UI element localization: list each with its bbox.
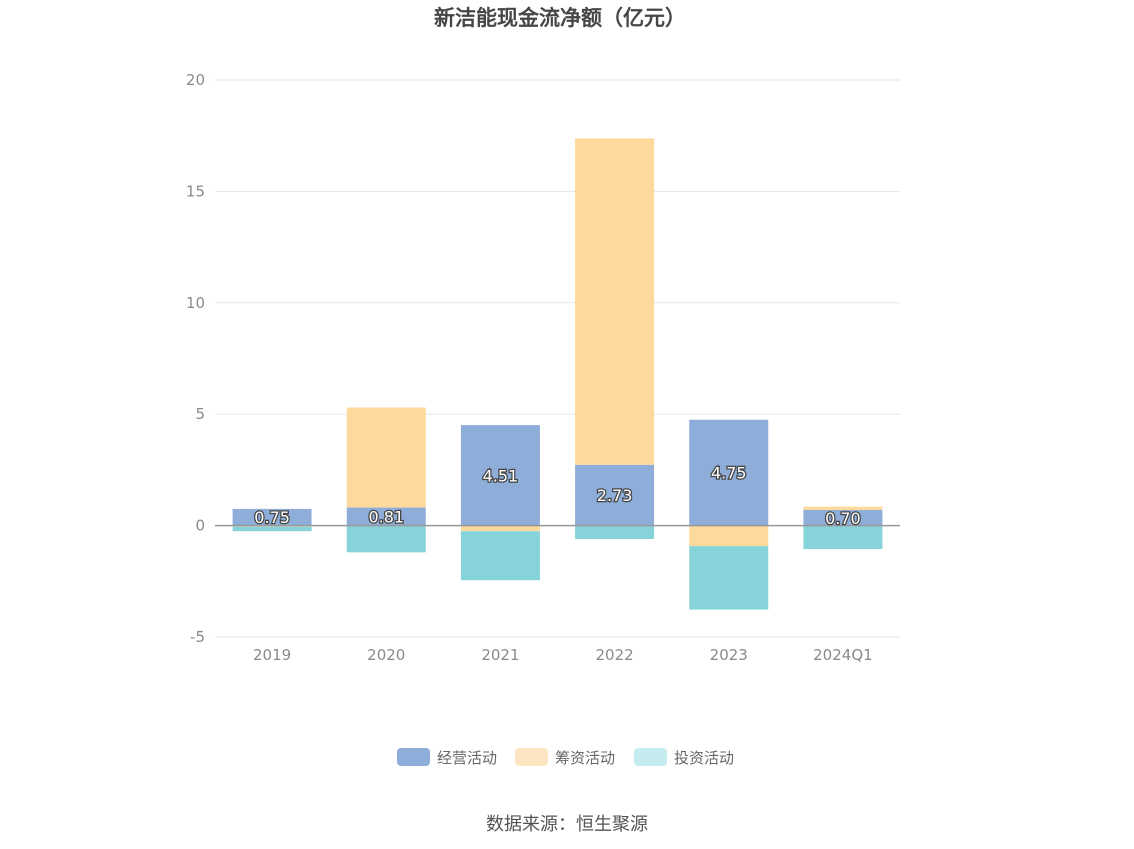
y-tick-label: 5 xyxy=(195,405,205,423)
legend-item[interactable]: 经营活动 xyxy=(397,748,497,767)
data-label: 0.81 xyxy=(368,508,404,527)
bar-投资活动-2021[interactable] xyxy=(460,531,540,581)
source-text: 数据来源：恒生聚源 xyxy=(486,814,648,835)
bar-投资活动-2020[interactable] xyxy=(346,525,426,553)
x-tick-label: 2024Q1 xyxy=(813,646,873,664)
bar-经营活动-2020[interactable] xyxy=(346,507,426,526)
bars xyxy=(232,138,883,610)
x-tick-label: 2020 xyxy=(367,646,405,664)
y-tick-label: 10 xyxy=(186,294,205,312)
data-label: 4.75 xyxy=(711,464,747,483)
y-tick-label: 15 xyxy=(186,182,205,200)
chart-title: 新洁能现金流净额（亿元） xyxy=(434,6,686,30)
legend-swatch xyxy=(397,748,430,766)
legend-item[interactable]: 投资活动 xyxy=(634,748,734,767)
bar-投资活动-2022[interactable] xyxy=(575,525,655,539)
y-tick-label: 0 xyxy=(195,517,205,535)
legend-label: 经营活动 xyxy=(437,749,497,767)
legend-label: 投资活动 xyxy=(674,749,734,767)
bar-经营活动-2019[interactable] xyxy=(232,508,312,526)
data-label: 4.51 xyxy=(483,466,519,485)
data-labels: 0.75 0.81 4.51 2.73 4.75 0.70 xyxy=(253,462,862,529)
y-tick-label: 20 xyxy=(186,71,205,89)
bar-筹资活动-2022[interactable] xyxy=(575,138,655,465)
data-label: 0.70 xyxy=(825,509,861,528)
bar-筹资活动-2020[interactable] xyxy=(346,407,426,508)
legend-swatch xyxy=(634,748,667,766)
legend[interactable]: 经营活动 筹资活动 投资活动 xyxy=(397,748,734,767)
bar-筹资活动-2023[interactable] xyxy=(689,525,769,547)
y-tick-label: -5 xyxy=(190,628,205,646)
x-tick-label: 2022 xyxy=(595,646,633,664)
data-label: 2.73 xyxy=(597,486,633,505)
bar-经营活动-2022[interactable] xyxy=(575,464,655,526)
bar-经营活动-2023[interactable] xyxy=(689,419,769,526)
x-tick-label: 2023 xyxy=(710,646,748,664)
x-axis: 2019 2020 2021 2022 2023 2024Q1 xyxy=(215,636,900,664)
y-axis: -5 0 5 10 15 20 xyxy=(186,71,205,646)
legend-item[interactable]: 筹资活动 xyxy=(515,748,615,767)
legend-swatch xyxy=(515,748,548,766)
bar-投资活动-2024Q1[interactable] xyxy=(803,525,883,549)
bar-筹资活动-2024Q1[interactable] xyxy=(803,506,883,511)
x-tick-label: 2021 xyxy=(481,646,519,664)
bar-经营活动-2021[interactable] xyxy=(460,425,540,526)
bar-经营活动-2024Q1[interactable] xyxy=(803,510,883,526)
bar-投资活动-2023[interactable] xyxy=(689,546,769,610)
data-label: 0.75 xyxy=(254,508,290,527)
bar-筹资活动-2021[interactable] xyxy=(460,525,540,532)
legend-label: 筹资活动 xyxy=(555,749,615,767)
grid-lines xyxy=(215,79,900,638)
bar-投资活动-2019[interactable] xyxy=(232,526,312,532)
x-tick-label: 2019 xyxy=(253,646,291,664)
